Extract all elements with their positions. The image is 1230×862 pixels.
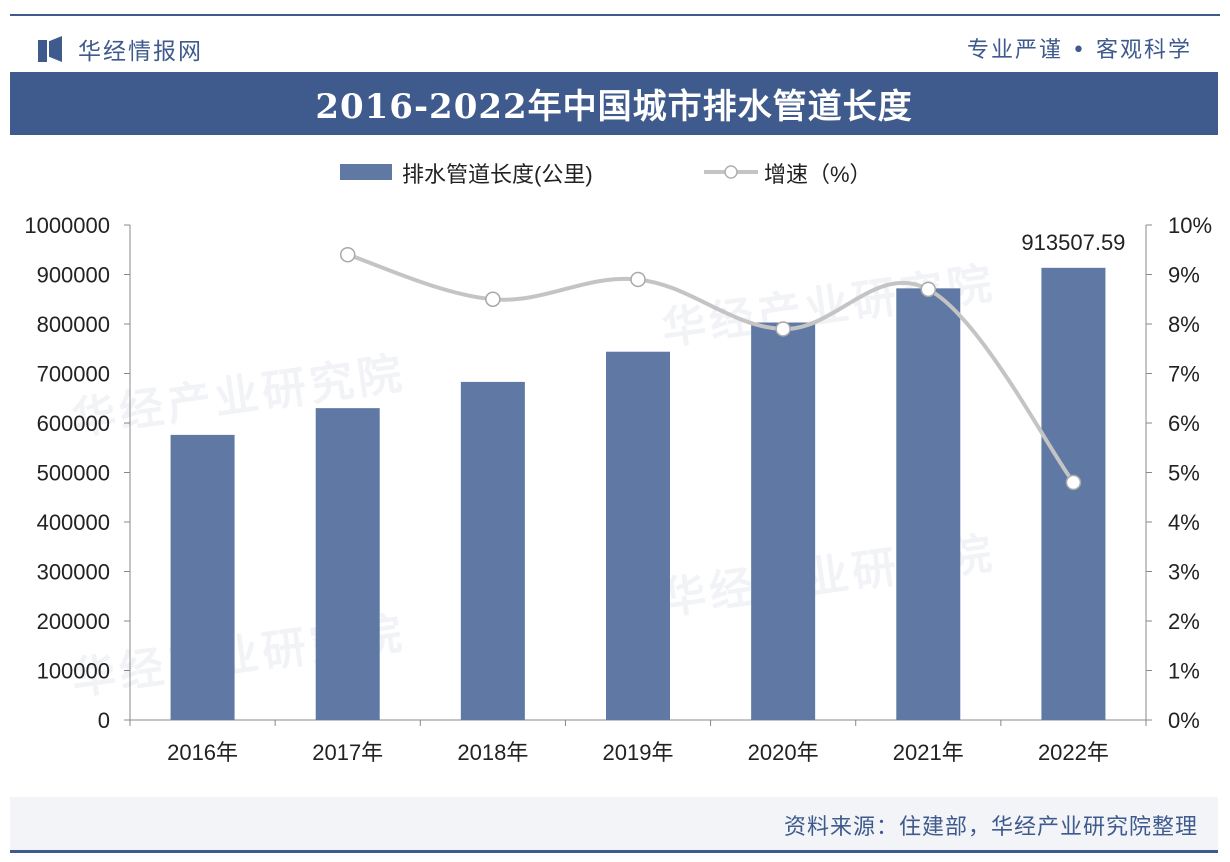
left-axis-tick-label: 500000 [37, 461, 110, 486]
growth-point [485, 291, 501, 307]
bar [1041, 267, 1106, 720]
logo-text: 华经情报网 [78, 39, 203, 65]
right-axis-tick-label: 6% [1168, 411, 1200, 436]
bar [315, 408, 380, 720]
footer: 资料来源：住建部，华经产业研究院整理 [10, 797, 1218, 853]
x-axis-tick-label: 2021年 [893, 740, 964, 765]
left-axis-tick-label: 0 [98, 708, 110, 733]
x-axis-tick-label: 2020年 [748, 740, 819, 765]
x-axis-tick-label: 2022年 [1038, 740, 1109, 765]
title-band: 2016-2022年中国城市排水管道长度 [10, 72, 1218, 135]
legend-line-label: 增速（%） [764, 162, 872, 187]
legend-line-marker [724, 165, 738, 179]
bar [606, 351, 670, 720]
right-axis-tick-label: 4% [1168, 510, 1200, 535]
logo-icon [38, 36, 64, 62]
growth-point [920, 281, 937, 298]
legend: 排水管道长度(公里) 增速（%） [340, 162, 872, 187]
growth-point [339, 246, 356, 263]
x-axis-tick-label: 2018年 [457, 740, 528, 765]
right-axis-tick-label: 0% [1168, 708, 1200, 733]
left-axis-tick-label: 700000 [37, 362, 110, 387]
bar [896, 288, 961, 720]
data-label: 913507.59 [1021, 230, 1125, 255]
x-axis-tick-label: 2019年 [603, 740, 674, 765]
left-axis-tick-label: 1000000 [24, 213, 110, 238]
growth-line [347, 252, 1076, 484]
left-axis-tick-label: 100000 [37, 659, 110, 684]
x-axis-tick-label: 2016年 [167, 740, 238, 765]
right-axis-tick-label: 8% [1168, 312, 1200, 337]
left-axis-tick-label: 200000 [37, 609, 110, 634]
left-axis-tick-label: 300000 [37, 560, 110, 585]
growth-point [1065, 474, 1082, 491]
x-axis-tick-label: 2017年 [312, 740, 383, 765]
source-note: 资料来源：住建部，华经产业研究院整理 [783, 815, 1198, 840]
legend-bar-swatch [340, 164, 392, 180]
slogan: 专业严谨 • 客观科学 [967, 38, 1192, 63]
top-bar: 华经情报网 专业严谨 • 客观科学 [0, 0, 1230, 70]
left-axis-tick-label: 800000 [37, 312, 110, 337]
left-axis-tick-label: 900000 [37, 263, 110, 288]
right-axis-tick-label: 5% [1168, 461, 1200, 486]
left-axis-tick-label: 600000 [37, 411, 110, 436]
brand-logo: 华经情报网 [38, 32, 203, 66]
bottom-rule [10, 850, 1218, 853]
right-axis-tick-label: 9% [1168, 263, 1200, 288]
growth-point [775, 321, 791, 337]
right-axis-tick-label: 2% [1168, 609, 1200, 634]
bar [751, 322, 816, 720]
right-axis-tick-label: 3% [1168, 560, 1200, 585]
top-rule [10, 14, 1220, 16]
left-axis-tick-label: 400000 [37, 510, 110, 535]
right-axis-tick-label: 10% [1168, 213, 1212, 238]
bar [460, 381, 525, 720]
right-axis-tick-label: 1% [1168, 659, 1200, 684]
chart-title: 2016-2022年中国城市排水管道长度 [315, 87, 913, 127]
growth-point [630, 271, 646, 288]
legend-bar-label: 排水管道长度(公里) [402, 162, 593, 187]
right-axis-tick-label: 7% [1168, 362, 1200, 387]
bar [170, 434, 235, 720]
